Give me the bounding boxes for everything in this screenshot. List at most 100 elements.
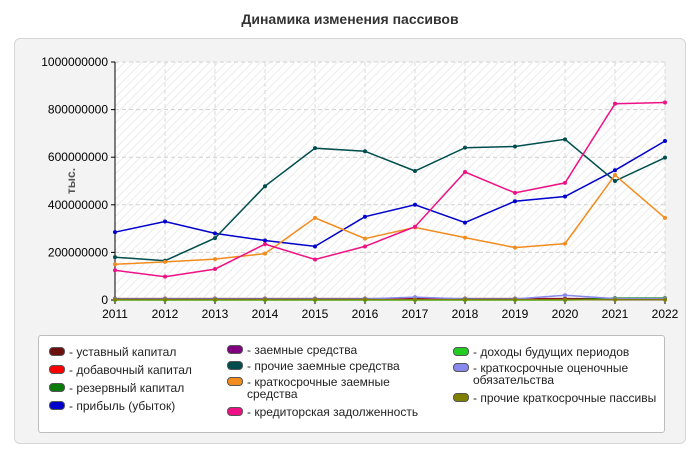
data-point (663, 215, 667, 220)
x-tick-label: 2011 (102, 307, 128, 321)
x-tick-label: 2015 (302, 307, 329, 321)
x-tick-label: 2020 (552, 307, 579, 321)
legend-item: - прочие заемные средства (227, 360, 437, 372)
data-point (163, 219, 167, 224)
data-point (613, 173, 617, 178)
data-point (213, 231, 217, 236)
data-point (163, 297, 167, 302)
legend-item: - заемные средства (227, 344, 437, 356)
legend-label: - краткосрочные оценочные обязательства (473, 361, 629, 387)
legend-swatch (227, 377, 243, 386)
data-point (313, 215, 317, 220)
series-line (114, 101, 666, 278)
chart-title: Динамика изменения пассивов (241, 11, 459, 27)
data-point (213, 257, 217, 262)
legend-item: - добавочный капитал (49, 364, 219, 376)
x-tick-label: 2014 (252, 307, 279, 321)
data-point (513, 190, 517, 195)
x-tick-label: 2012 (152, 307, 179, 321)
data-point (613, 168, 617, 173)
data-point (563, 241, 567, 246)
legend-swatch (453, 393, 469, 402)
data-point (313, 146, 317, 151)
series (113, 137, 667, 263)
legend-label: - уставный капитал (69, 345, 177, 359)
legend-swatch (49, 401, 65, 410)
y-tick-label: 400000000 (48, 198, 108, 212)
y-tick-label: 200000000 (48, 245, 108, 259)
legend-label: - добавочный капитал (69, 363, 192, 377)
data-point (263, 184, 267, 189)
series (113, 139, 667, 249)
legend-label: - прибыль (убыток) (69, 399, 176, 413)
series-lines (113, 100, 667, 302)
axes: 0 200000000 400000000 600000000 800000000 100… (41, 55, 678, 321)
data-point (613, 179, 617, 183)
legend-swatch (49, 347, 65, 356)
data-point (263, 251, 267, 256)
data-point (113, 262, 117, 267)
data-point (113, 268, 117, 273)
legend-label: - прочие заемные средства (247, 359, 400, 373)
data-point (363, 244, 367, 249)
data-point (263, 238, 267, 243)
series (113, 100, 667, 279)
data-point (313, 297, 317, 302)
series-line (114, 138, 666, 262)
legend-swatch (49, 383, 65, 392)
legend-swatch (453, 347, 469, 356)
chart-canvas: 0 200000000 400000000 600000000 800000000 100… (41, 55, 678, 321)
data-point (313, 244, 317, 249)
y-tick-label: 600000000 (48, 150, 108, 164)
x-tick-label: 2016 (352, 307, 379, 321)
x-tick-label: 2021 (602, 307, 629, 321)
legend-label: - кредиторская задолженность (247, 405, 419, 419)
data-point (513, 245, 517, 250)
data-point (513, 144, 517, 149)
legend-item: - доходы будущих периодов (453, 346, 658, 358)
y-axis-label: тыс. (64, 168, 78, 194)
data-point (363, 214, 367, 219)
data-point (263, 242, 267, 247)
data-point (363, 236, 367, 241)
series-line (114, 140, 666, 248)
legend-item: - резервный капитал (49, 382, 219, 394)
legend: - уставный капитал - добавочный капитал - … (38, 335, 665, 433)
data-point (413, 224, 417, 229)
series (113, 297, 667, 302)
data-point (113, 297, 117, 302)
legend-swatch (227, 407, 243, 416)
data-point (363, 297, 367, 302)
data-point (213, 297, 217, 302)
data-point (613, 101, 617, 106)
legend-label: - прочие краткосрочные пассивы (473, 391, 657, 405)
data-point (413, 202, 417, 207)
data-point (463, 297, 467, 302)
data-point (113, 230, 117, 235)
plot-area (115, 62, 665, 300)
x-tick-label: 2022 (652, 307, 679, 321)
y-tick-label: 800000000 (48, 103, 108, 117)
legend-label: - краткосрочные заемные средства (247, 375, 390, 401)
data-point (563, 180, 567, 185)
data-point (663, 100, 667, 105)
legend-item: - краткосрочные заемные средства (227, 376, 437, 400)
data-point (463, 220, 467, 225)
data-point (213, 267, 217, 272)
data-point (363, 149, 367, 154)
legend-item: - краткосрочные оценочные обязательства (453, 362, 658, 386)
data-point (163, 274, 167, 279)
data-point (563, 297, 567, 302)
x-tick-label: 2019 (502, 307, 529, 321)
data-point (563, 194, 567, 199)
y-tick-label: 1000000000 (41, 55, 108, 69)
data-point (463, 145, 467, 150)
data-point (663, 155, 667, 160)
data-point (463, 235, 467, 240)
y-tick-label: 0 (101, 293, 108, 307)
x-tick-label: 2017 (402, 307, 429, 321)
data-point (163, 259, 167, 264)
legend-label: - резервный капитал (69, 381, 185, 395)
legend-label: - доходы будущих периодов (473, 345, 630, 359)
x-tick-label: 2013 (202, 307, 229, 321)
